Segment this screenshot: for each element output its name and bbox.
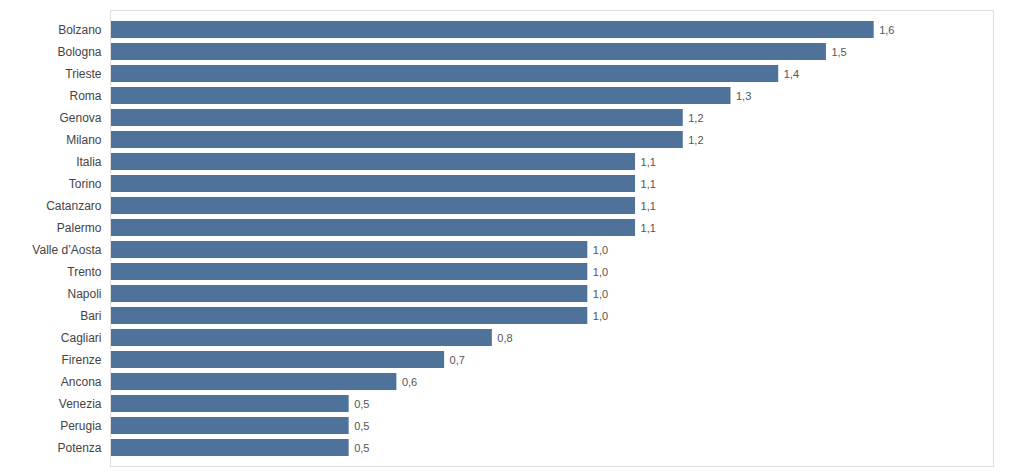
svg-text:1,0: 1,0 bbox=[593, 310, 608, 322]
svg-text:Ancona: Ancona bbox=[61, 375, 102, 389]
svg-text:1,1: 1,1 bbox=[641, 178, 656, 190]
svg-text:Milano: Milano bbox=[66, 133, 102, 147]
svg-text:1,2: 1,2 bbox=[688, 134, 703, 146]
svg-text:Italia: Italia bbox=[76, 155, 102, 169]
svg-text:0,5: 0,5 bbox=[354, 442, 369, 454]
svg-text:Valle d’Aosta: Valle d’Aosta bbox=[32, 243, 101, 257]
svg-text:Perugia: Perugia bbox=[60, 419, 102, 433]
svg-text:1,1: 1,1 bbox=[641, 222, 656, 234]
svg-text:0,5: 0,5 bbox=[354, 398, 369, 410]
svg-text:Palermo: Palermo bbox=[57, 221, 102, 235]
svg-text:Catanzaro: Catanzaro bbox=[46, 199, 102, 213]
svg-text:1,4: 1,4 bbox=[784, 68, 799, 80]
svg-text:Venezia: Venezia bbox=[59, 397, 102, 411]
svg-text:Cagliari: Cagliari bbox=[61, 331, 102, 345]
svg-text:Bari: Bari bbox=[80, 309, 101, 323]
svg-text:1,0: 1,0 bbox=[593, 266, 608, 278]
svg-text:1,6: 1,6 bbox=[879, 24, 894, 36]
svg-text:0,5: 0,5 bbox=[354, 420, 369, 432]
svg-text:0,6: 0,6 bbox=[402, 376, 417, 388]
svg-text:Genova: Genova bbox=[59, 111, 101, 125]
svg-text:1,1: 1,1 bbox=[641, 156, 656, 168]
svg-text:Torino: Torino bbox=[69, 177, 102, 191]
svg-text:Trieste: Trieste bbox=[65, 67, 102, 81]
svg-text:1,3: 1,3 bbox=[736, 90, 751, 102]
svg-text:Bologna: Bologna bbox=[57, 45, 101, 59]
svg-text:Bolzano: Bolzano bbox=[58, 23, 102, 37]
svg-text:0,8: 0,8 bbox=[497, 332, 512, 344]
svg-text:Firenze: Firenze bbox=[61, 353, 101, 367]
svg-text:Roma: Roma bbox=[69, 89, 101, 103]
svg-text:1,0: 1,0 bbox=[593, 244, 608, 256]
svg-text:Potenza: Potenza bbox=[57, 441, 101, 455]
svg-text:Napoli: Napoli bbox=[67, 287, 101, 301]
svg-text:1,2: 1,2 bbox=[688, 112, 703, 124]
svg-text:Trento: Trento bbox=[67, 265, 102, 279]
svg-text:0,7: 0,7 bbox=[450, 354, 465, 366]
svg-text:1,1: 1,1 bbox=[641, 200, 656, 212]
svg-text:1,0: 1,0 bbox=[593, 288, 608, 300]
svg-text:1,5: 1,5 bbox=[831, 46, 846, 58]
